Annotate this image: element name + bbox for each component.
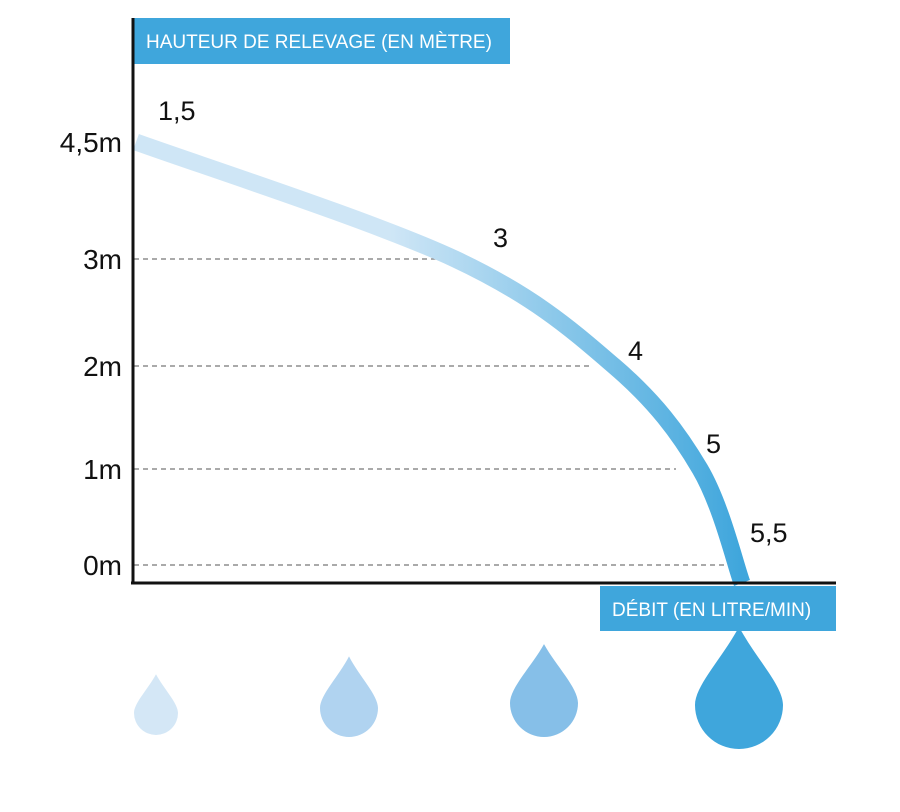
y-tick-label: 2m bbox=[83, 351, 122, 382]
series-curve bbox=[133, 134, 751, 586]
large-drop-icon bbox=[510, 644, 578, 737]
point-label: 5 bbox=[706, 429, 721, 459]
xlabel: DÉBIT (EN LITRE/MIN) bbox=[612, 600, 811, 621]
point-label: 1,5 bbox=[158, 96, 196, 126]
point-labels: 1,5 3 4 5 5,5 bbox=[158, 96, 788, 548]
point-label: 3 bbox=[493, 223, 508, 253]
y-tick-label: 3m bbox=[83, 244, 122, 275]
water-drops bbox=[134, 626, 783, 749]
point-label: 5,5 bbox=[750, 518, 788, 548]
y-tick-label: 0m bbox=[83, 550, 122, 581]
point-label: 4 bbox=[628, 336, 643, 366]
largest-drop-icon bbox=[695, 626, 783, 749]
y-ticks: 0m 1m 2m 3m 4,5m bbox=[60, 127, 122, 581]
y-tick-label: 1m bbox=[83, 454, 122, 485]
y-tick-label: 4,5m bbox=[60, 127, 122, 158]
ylabel-box bbox=[134, 18, 510, 64]
gridlines bbox=[134, 258, 730, 566]
xlabel-box bbox=[600, 586, 836, 631]
small-drop-icon bbox=[134, 674, 178, 735]
curve-layer bbox=[133, 134, 751, 586]
ylabel: HAUTEUR DE RELEVAGE (EN MÈTRE) bbox=[146, 32, 492, 53]
medium-drop-icon bbox=[320, 656, 378, 737]
